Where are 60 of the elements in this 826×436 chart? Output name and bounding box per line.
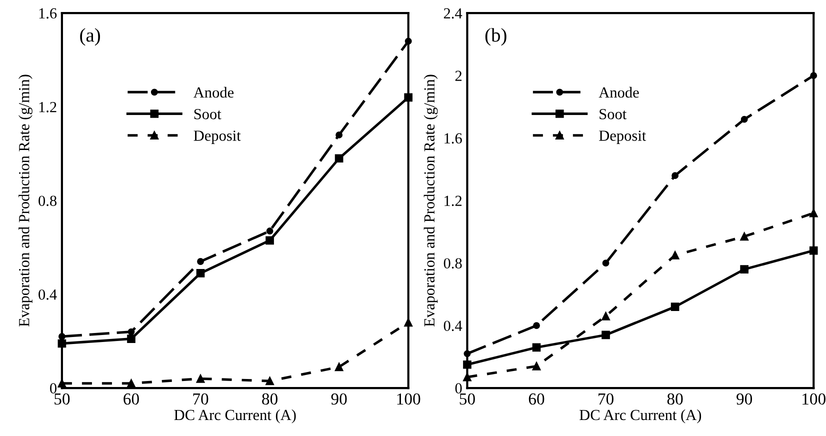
y-tick-label: 2.4: [444, 8, 462, 19]
y-tick-label: 1.2: [444, 196, 462, 206]
point: [266, 228, 274, 234]
y-tick-label: 0: [50, 383, 57, 394]
point: [672, 172, 679, 180]
point: [266, 376, 274, 386]
point: [127, 379, 136, 388]
x-axis-title: DC Arc Current (A): [580, 409, 702, 424]
point: [740, 232, 748, 241]
point: [602, 330, 610, 340]
y-axis-title: Evaporation and Production Rate (g/min): [424, 74, 438, 327]
legend-label: Anode: [598, 86, 639, 98]
x-tick-label: 50: [54, 393, 70, 405]
point: [602, 260, 610, 267]
y-tick-label: 0.4: [38, 289, 57, 300]
point: [740, 116, 748, 123]
point: [533, 322, 540, 330]
legend-label: Deposit: [599, 130, 646, 144]
annotation: (a): [80, 28, 100, 46]
point: [532, 343, 541, 352]
point: [670, 302, 680, 311]
point: [336, 131, 343, 138]
x-tick-label: 60: [124, 393, 139, 405]
point: [670, 251, 680, 260]
point: [532, 362, 541, 370]
y-tick-label: 2: [455, 70, 462, 81]
x-tick-label: 100: [802, 393, 826, 405]
point: [740, 265, 748, 274]
y-tick-label: 0: [455, 383, 462, 394]
x-axis-title: DC Arc Current (A): [174, 409, 296, 424]
x-tick-label: 70: [598, 393, 614, 405]
x-tick-label: 70: [193, 393, 208, 405]
point: [197, 258, 204, 265]
x-tick-label: 80: [667, 393, 683, 405]
point: [334, 154, 344, 163]
point: [266, 236, 274, 245]
annotation: (b): [485, 28, 506, 46]
legend-label: Anode: [194, 86, 234, 98]
legend-label: Soot: [194, 108, 222, 120]
y-axis-title: Evaporation and Production Rate (g/min): [18, 74, 32, 327]
legend-label: Soot: [600, 108, 627, 120]
point: [602, 312, 610, 320]
x-tick-label: 50: [460, 393, 475, 405]
point: [127, 334, 136, 343]
legend-label: Deposit: [194, 130, 241, 144]
x-tick-label: 90: [331, 393, 347, 405]
y-tick-label: 1.6: [444, 133, 462, 144]
y-tick-label: 0.8: [444, 258, 462, 269]
point: [334, 362, 344, 372]
y-tick-label: 0.8: [38, 196, 57, 206]
x-tick-label: 60: [528, 393, 544, 405]
y-tick-label: 0.4: [444, 320, 462, 332]
point: [196, 269, 205, 278]
x-tick-label: 80: [262, 393, 278, 405]
point: [196, 374, 205, 383]
x-tick-label: 100: [397, 393, 420, 405]
y-tick-label: 1.6: [39, 8, 57, 19]
y-tick-label: 1.2: [39, 102, 56, 112]
x-tick-label: 90: [736, 393, 752, 405]
point: [128, 328, 135, 336]
